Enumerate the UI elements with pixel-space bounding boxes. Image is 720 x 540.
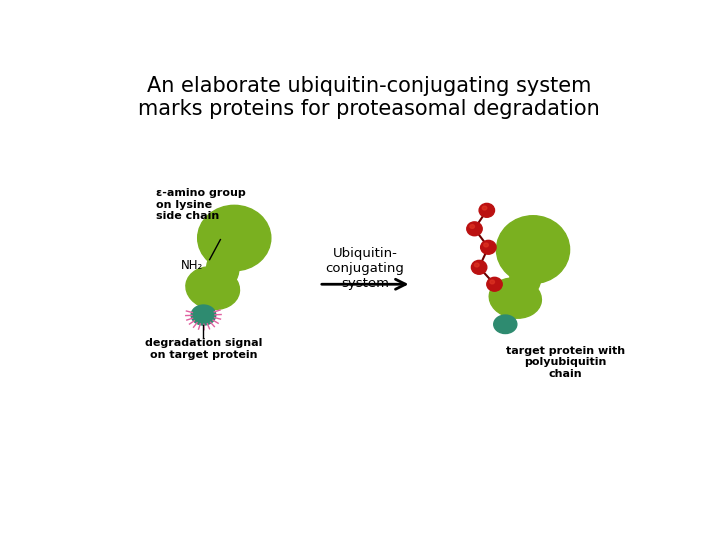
Ellipse shape [479, 204, 495, 217]
Ellipse shape [490, 280, 495, 284]
Text: Ubiquitin-
conjugating
system: Ubiquitin- conjugating system [325, 247, 405, 291]
Ellipse shape [487, 278, 503, 291]
Text: NH₂: NH₂ [181, 259, 204, 272]
Text: ε-amino group
on lysine
side chain: ε-amino group on lysine side chain [156, 188, 246, 221]
Text: degradation signal
on target protein: degradation signal on target protein [145, 338, 262, 360]
Ellipse shape [510, 260, 541, 296]
Ellipse shape [467, 222, 482, 236]
Text: marks proteins for proteasomal degradation: marks proteins for proteasomal degradati… [138, 99, 600, 119]
Text: target protein with
polyubiquitin
chain: target protein with polyubiquitin chain [505, 346, 625, 379]
Ellipse shape [186, 267, 240, 309]
Ellipse shape [198, 205, 271, 271]
Ellipse shape [481, 240, 496, 254]
Ellipse shape [474, 263, 479, 267]
Ellipse shape [482, 206, 487, 210]
Ellipse shape [191, 305, 216, 325]
Text: An elaborate ubiquitin-conjugating system: An elaborate ubiquitin-conjugating syste… [147, 76, 591, 96]
Ellipse shape [207, 249, 239, 288]
Ellipse shape [470, 225, 474, 228]
Ellipse shape [472, 260, 487, 274]
Ellipse shape [494, 315, 517, 334]
Ellipse shape [496, 215, 570, 284]
Ellipse shape [484, 243, 488, 247]
Ellipse shape [489, 278, 541, 318]
